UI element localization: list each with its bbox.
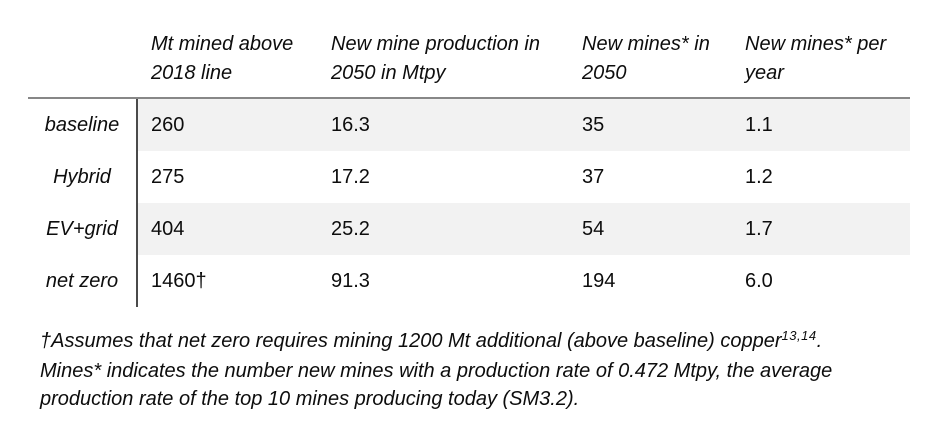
table-row-net-zero: net zero 1460† 91.3 194 6.0 [28,255,910,307]
cell-production: 16.3 [318,99,569,151]
cell-production: 17.2 [331,165,370,188]
cell-new-mines: 35 [569,99,732,151]
cell-mt-mined: 1460† [151,269,207,292]
cell-mt-mined: 275 [151,165,185,188]
scenario-table: Mt mined above 2018 line New mine produc… [28,22,910,307]
table-row-ev-grid: EV+grid 404 25.2 54 1.7 [28,203,910,255]
footnote-reference-superscript: 13,14 [781,328,817,343]
header-line: New mines* per [745,33,887,55]
cell-production: 91.3 [331,269,370,292]
row-label: net zero [28,255,138,307]
footnote-line-3: production rate of the top 10 mines prod… [40,388,580,410]
header-line: 2018 line [151,62,233,84]
table-header-row: Mt mined above 2018 line New mine produc… [28,22,910,97]
cell-mt-mined: 260 [138,99,318,151]
cell-mt-mined: 404 [138,203,318,255]
header-line: 2050 [582,62,627,84]
table-body: baseline 260 16.3 35 1.1 Hybrid 275 17.2… [28,97,910,307]
header-line: 2050 in Mtpy [331,62,446,84]
cell-mines-per-year: 1.7 [732,203,910,255]
header-new-mines-per-year: New mines* per year [732,30,910,88]
header-mt-mined: Mt mined above 2018 line [138,30,318,88]
footnote-line-1: †Assumes that net zero requires mining 1… [40,327,922,357]
table-footnote: †Assumes that net zero requires mining 1… [40,327,922,413]
scenario-mining-table-figure: Mt mined above 2018 line New mine produc… [0,22,942,447]
header-line: year [745,62,784,84]
row-label: Hybrid [28,151,138,203]
cell-mines-per-year: 6.0 [745,269,773,292]
cell-new-mines: 54 [569,203,732,255]
cell-new-mines: 37 [582,165,605,188]
footnote-period: . [816,330,823,352]
footnote-text: †Assumes that net zero requires mining 1… [40,330,782,352]
table-row-baseline: baseline 260 16.3 35 1.1 [28,99,910,151]
header-new-mine-production: New mine production in 2050 in Mtpy [318,30,569,88]
row-label: EV+grid [28,203,138,255]
header-new-mines-2050: New mines* in 2050 [569,30,732,88]
table-row-hybrid: Hybrid 275 17.2 37 1.2 [28,151,910,203]
header-line: Mt mined above [151,33,294,55]
header-line: New mines* in [582,33,710,55]
cell-mines-per-year: 1.2 [745,165,773,188]
cell-mines-per-year: 1.1 [732,99,910,151]
header-line: New mine production in [331,33,540,55]
cell-production: 25.2 [318,203,569,255]
row-label: baseline [28,99,138,151]
footnote-line-2: Mines* indicates the number new mines wi… [40,360,833,382]
cell-new-mines: 194 [582,269,616,292]
header-empty-corner [28,30,138,88]
